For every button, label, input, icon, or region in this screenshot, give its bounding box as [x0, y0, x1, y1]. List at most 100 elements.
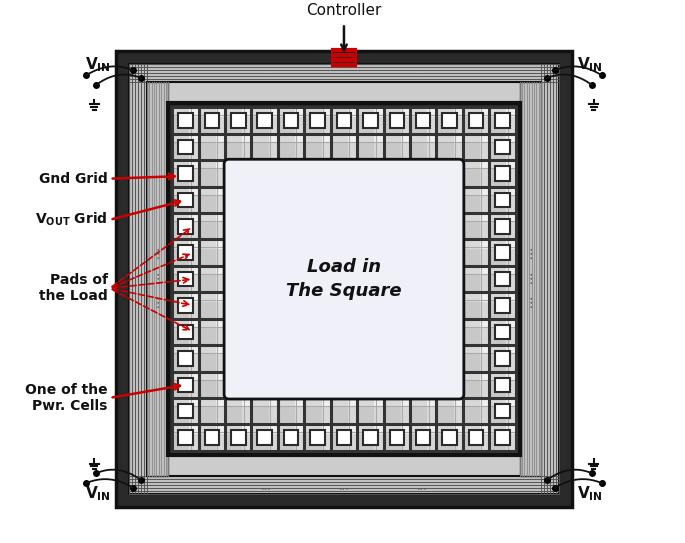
- Bar: [357, 169, 374, 187]
- Bar: [410, 355, 427, 371]
- Bar: [469, 431, 484, 445]
- Bar: [331, 143, 348, 160]
- Bar: [384, 328, 401, 345]
- Text: V$_{\mathregular{IN}}$: V$_{\mathregular{IN}}$: [577, 56, 603, 74]
- Bar: [225, 407, 242, 425]
- Bar: [225, 108, 242, 451]
- Bar: [410, 222, 427, 239]
- Bar: [489, 381, 506, 398]
- Bar: [225, 381, 242, 398]
- Bar: [416, 431, 430, 445]
- Bar: [495, 219, 510, 233]
- Bar: [129, 65, 559, 494]
- Bar: [172, 328, 516, 345]
- Bar: [205, 113, 219, 128]
- Bar: [278, 301, 295, 319]
- Bar: [172, 355, 190, 371]
- Bar: [495, 404, 510, 419]
- Bar: [304, 301, 321, 319]
- Bar: [489, 222, 506, 239]
- Text: Load in: Load in: [307, 258, 381, 276]
- Bar: [172, 301, 516, 319]
- Bar: [436, 196, 453, 213]
- Bar: [172, 169, 190, 187]
- Bar: [251, 275, 269, 292]
- Bar: [258, 113, 272, 128]
- Bar: [463, 407, 480, 425]
- Bar: [331, 275, 348, 292]
- Bar: [489, 301, 506, 319]
- Bar: [278, 143, 295, 160]
- Bar: [225, 434, 242, 451]
- Bar: [310, 113, 325, 128]
- Bar: [443, 113, 457, 128]
- Bar: [410, 117, 427, 134]
- Bar: [278, 434, 295, 451]
- Bar: [304, 328, 321, 345]
- Text: ...: ...: [416, 482, 427, 492]
- Bar: [331, 301, 348, 319]
- Bar: [199, 301, 216, 319]
- Text: The Square: The Square: [286, 282, 402, 300]
- Bar: [390, 431, 404, 445]
- Bar: [489, 196, 506, 213]
- Bar: [384, 108, 401, 451]
- Bar: [331, 328, 348, 345]
- Bar: [357, 222, 374, 239]
- Bar: [278, 249, 295, 266]
- Bar: [278, 108, 295, 451]
- Bar: [436, 275, 453, 292]
- Bar: [172, 301, 190, 319]
- Bar: [225, 196, 242, 213]
- Bar: [495, 113, 510, 128]
- Text: ⋮: ⋮: [524, 297, 536, 310]
- Text: Gnd Grid: Gnd Grid: [39, 172, 108, 186]
- Bar: [278, 169, 295, 187]
- Bar: [384, 249, 401, 266]
- Bar: [225, 143, 242, 160]
- Bar: [304, 249, 321, 266]
- Bar: [331, 249, 348, 266]
- Bar: [463, 381, 480, 398]
- Bar: [436, 169, 453, 187]
- FancyBboxPatch shape: [224, 159, 464, 399]
- Bar: [410, 381, 427, 398]
- Bar: [357, 328, 374, 345]
- Bar: [304, 117, 321, 134]
- Bar: [495, 377, 510, 392]
- Bar: [284, 113, 299, 128]
- Bar: [304, 434, 321, 451]
- Bar: [410, 275, 427, 292]
- Bar: [436, 117, 453, 134]
- Bar: [304, 196, 321, 213]
- Bar: [410, 249, 427, 266]
- Bar: [463, 117, 480, 134]
- Text: ...: ...: [338, 482, 349, 492]
- Bar: [337, 431, 351, 445]
- Bar: [304, 381, 321, 398]
- Bar: [172, 275, 516, 292]
- Bar: [463, 328, 480, 345]
- Bar: [416, 113, 430, 128]
- Bar: [199, 108, 216, 451]
- Bar: [520, 82, 541, 476]
- Bar: [178, 298, 192, 313]
- Bar: [172, 143, 190, 160]
- Bar: [199, 196, 216, 213]
- Bar: [410, 108, 427, 451]
- Bar: [463, 143, 480, 160]
- Bar: [199, 275, 216, 292]
- Bar: [278, 275, 295, 292]
- Text: V$_{\mathregular{IN}}$: V$_{\mathregular{IN}}$: [85, 484, 111, 503]
- Bar: [278, 328, 295, 345]
- Bar: [172, 196, 516, 213]
- Bar: [225, 249, 242, 266]
- Bar: [331, 108, 348, 451]
- Bar: [410, 143, 427, 160]
- Bar: [384, 143, 401, 160]
- Bar: [357, 381, 374, 398]
- Bar: [199, 407, 216, 425]
- Text: ⋮: ⋮: [524, 273, 536, 286]
- Bar: [310, 431, 325, 445]
- Bar: [489, 275, 506, 292]
